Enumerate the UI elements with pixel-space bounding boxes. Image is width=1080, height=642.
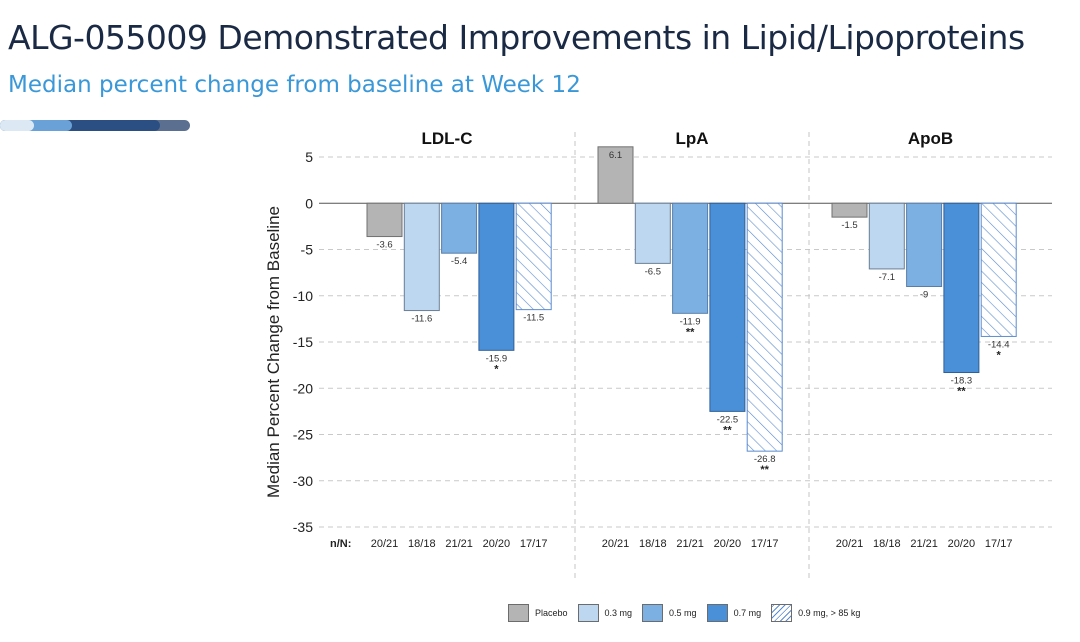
legend-item-07mg: 0.7 mg xyxy=(706,604,762,622)
data-label: -7.1 xyxy=(879,272,895,283)
legend-label-05mg: 0.5 mg xyxy=(669,608,697,618)
chart-legend: Placebo 0.3 mg 0.5 mg 0.7 mg 0.9 mg, > 8… xyxy=(508,604,870,622)
significance-marker: * xyxy=(997,349,1002,361)
bar xyxy=(943,202,980,374)
bar-chart: 5 0 -5 -10 -15 -20 -25 -30 -35 Median Percent Cha… xyxy=(264,129,1052,582)
nn-value: 17/17 xyxy=(985,538,1013,550)
data-label: -15.9 xyxy=(486,353,508,364)
nn-value: 20/20 xyxy=(714,538,742,550)
data-label: -11.9 xyxy=(680,316,701,327)
bar xyxy=(634,202,671,264)
legend-item-05mg: 0.5 mg xyxy=(642,604,697,622)
data-label: -3.6 xyxy=(376,240,392,251)
legend-item-03mg: 0.3 mg xyxy=(577,604,633,622)
legend-swatch-03mg xyxy=(577,604,599,622)
data-label: -22.5 xyxy=(717,414,739,425)
decorative-bar-segment xyxy=(0,120,34,131)
legend-item-09mg: 0.9 mg, > 85 kg xyxy=(771,604,860,622)
panel-title: ApoB xyxy=(908,129,953,148)
bar xyxy=(597,146,634,204)
nn-value: 20/21 xyxy=(371,538,399,550)
y-tick-label: -35 xyxy=(293,519,313,535)
legend-swatch-placebo xyxy=(508,604,529,622)
panel-title: LDL-C xyxy=(422,129,473,148)
data-label: -11.6 xyxy=(411,314,432,325)
data-label: -18.3 xyxy=(951,376,973,387)
nn-value: 18/18 xyxy=(408,538,436,550)
bar xyxy=(478,202,515,351)
y-tick-label: -15 xyxy=(293,334,313,350)
nn-value: 20/21 xyxy=(836,538,864,550)
bar xyxy=(709,202,746,412)
bar xyxy=(746,202,783,452)
nn-value: 21/21 xyxy=(445,538,473,550)
y-tick-label: 5 xyxy=(305,149,313,165)
y-tick-label: -25 xyxy=(293,427,313,443)
data-label: -9 xyxy=(920,290,928,301)
bar xyxy=(403,202,440,312)
nn-value: 18/18 xyxy=(639,538,667,550)
panel-title: LpA xyxy=(675,129,708,148)
bars-group xyxy=(366,146,1017,452)
legend-swatch-07mg xyxy=(706,604,728,622)
legend-swatch-05mg xyxy=(642,604,664,622)
bar xyxy=(906,202,943,287)
nn-value: 18/18 xyxy=(873,538,901,550)
legend-label-09mg: 0.9 mg, > 85 kg xyxy=(798,608,861,618)
nn-value: 17/17 xyxy=(520,538,548,550)
data-label: -1.5 xyxy=(841,220,857,231)
nn-value: 20/20 xyxy=(948,538,976,550)
decorative-bar-segment xyxy=(0,120,72,131)
legend-label-07mg: 0.7 mg xyxy=(733,608,762,618)
bar xyxy=(672,202,709,314)
legend-swatch-09mg xyxy=(771,604,793,622)
chart-labels: 5 0 -5 -10 -15 -20 -25 -30 -35 Median Percent Cha… xyxy=(264,129,1012,550)
data-label: -6.5 xyxy=(645,266,661,277)
nn-label: n/N: xyxy=(330,538,351,550)
significance-marker: ** xyxy=(723,424,732,436)
data-label: -11.5 xyxy=(523,313,544,324)
y-tick-label: -10 xyxy=(293,288,313,304)
significance-marker: ** xyxy=(760,464,769,476)
bar xyxy=(366,202,403,238)
decorative-bar-segment xyxy=(0,120,160,131)
significance-marker: ** xyxy=(686,326,695,338)
data-label: -5.4 xyxy=(451,256,467,267)
nn-value: 20/20 xyxy=(483,538,511,550)
y-tick-label: -5 xyxy=(301,242,314,258)
data-label: -26.8 xyxy=(754,454,776,465)
nn-value: 17/17 xyxy=(751,538,779,550)
data-label: 6.1 xyxy=(609,150,622,161)
y-tick-label: 0 xyxy=(305,195,313,211)
legend-label-placebo: Placebo xyxy=(535,608,568,618)
legend-label-03mg: 0.3 mg xyxy=(604,608,633,618)
bar xyxy=(831,202,868,218)
significance-marker: ** xyxy=(957,386,966,398)
page-title: ALG-055009 Demonstrated Improvements in … xyxy=(8,18,1025,57)
y-tick-label: -30 xyxy=(293,473,313,489)
page-subtitle: Median percent change from baseline at W… xyxy=(8,72,581,98)
significance-marker: * xyxy=(494,363,499,375)
bar xyxy=(868,202,905,270)
bar xyxy=(980,202,1017,337)
y-axis-title: Median Percent Change from Baseline xyxy=(264,206,283,498)
nn-value: 20/21 xyxy=(602,538,630,550)
legend-item-placebo: Placebo xyxy=(508,604,568,622)
y-tick-label: -20 xyxy=(293,380,313,396)
data-label: -14.4 xyxy=(988,339,1010,350)
nn-value: 21/21 xyxy=(910,538,938,550)
grid-lines xyxy=(319,132,1052,582)
bar xyxy=(441,202,478,254)
nn-value: 21/21 xyxy=(676,538,704,550)
bar xyxy=(515,202,552,311)
